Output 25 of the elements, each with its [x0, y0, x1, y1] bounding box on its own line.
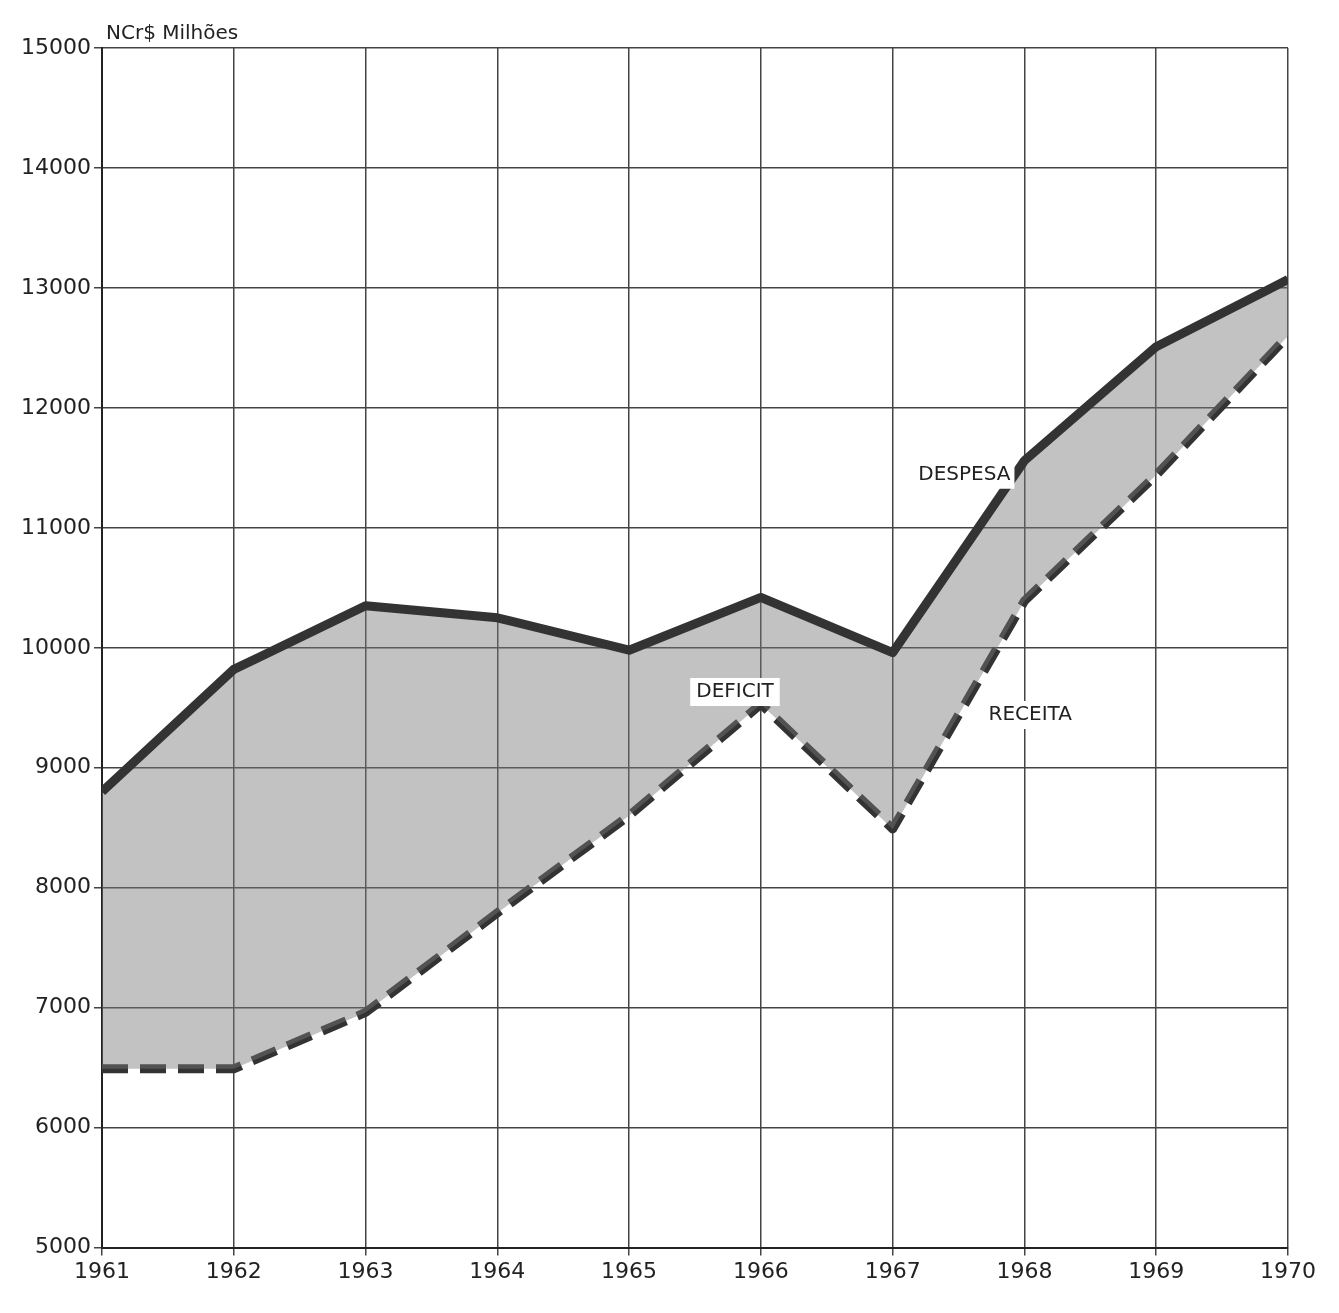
y-tick-label: 8000 [34, 873, 91, 899]
y-tick-label: 10000 [20, 633, 91, 659]
x-tick-label: 1961 [73, 1257, 130, 1283]
series-label: DESPESA [918, 460, 1011, 485]
x-tick-label: 1963 [337, 1257, 394, 1283]
x-tick-label: 1964 [469, 1257, 526, 1283]
y-axis-title: NCr$ Milhões [105, 20, 239, 45]
x-tick-label: 1967 [864, 1257, 921, 1283]
x-tick-label: 1969 [1128, 1257, 1185, 1283]
y-tick-label: 6000 [34, 1113, 91, 1139]
annotation: DEFICIT [696, 678, 775, 703]
y-tick-label: 13000 [20, 273, 91, 299]
x-tick-label: 1962 [205, 1257, 262, 1283]
y-tick-label: 12000 [20, 393, 91, 419]
x-tick-label: 1965 [601, 1257, 658, 1283]
y-tick-label: 11000 [20, 513, 91, 539]
x-tick-label: 1970 [1260, 1257, 1316, 1283]
y-tick-label: 15000 [20, 33, 91, 59]
y-tick-label: 9000 [34, 753, 91, 779]
x-tick-label: 1968 [996, 1257, 1053, 1283]
y-tick-label: 14000 [20, 153, 91, 179]
y-tick-label: 7000 [34, 993, 91, 1019]
y-tick-label: 5000 [34, 1233, 91, 1259]
x-tick-label: 1966 [732, 1257, 789, 1283]
series-label: RECEITA [988, 701, 1073, 726]
